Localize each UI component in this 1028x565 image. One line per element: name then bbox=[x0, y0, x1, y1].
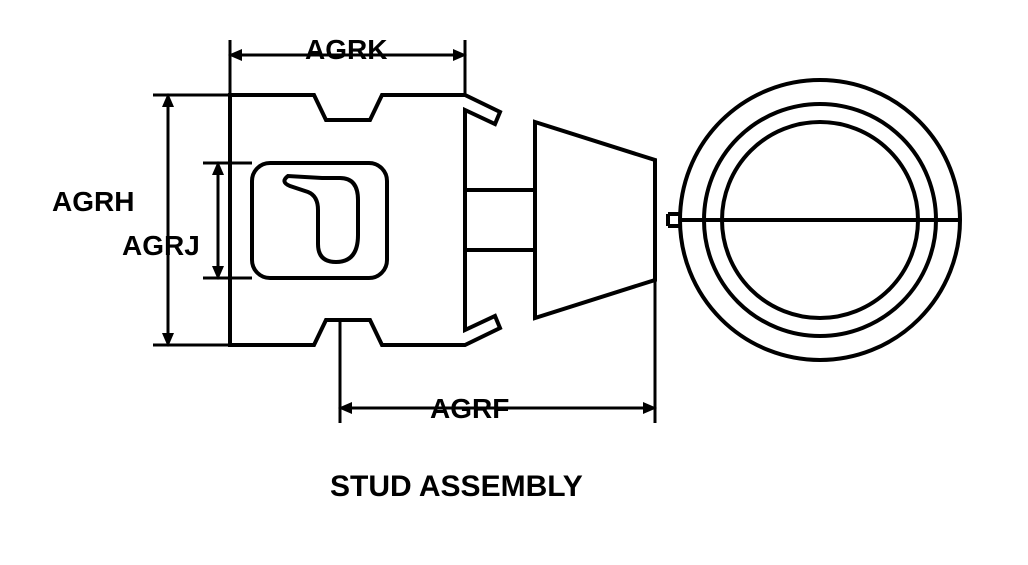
diagram-canvas: AGRK AGRH AGRJ AGRF STUD ASSEMBLY bbox=[0, 0, 1028, 565]
label-agrh: AGRH bbox=[52, 186, 134, 218]
label-agrk: AGRK bbox=[305, 34, 387, 66]
label-agrj: AGRJ bbox=[122, 230, 200, 262]
label-agrf: AGRF bbox=[430, 393, 509, 425]
stud-front-view bbox=[668, 80, 960, 360]
diagram-title: STUD ASSEMBLY bbox=[330, 470, 583, 504]
bracket-side-view bbox=[230, 95, 500, 345]
stud-side-view bbox=[465, 122, 655, 318]
